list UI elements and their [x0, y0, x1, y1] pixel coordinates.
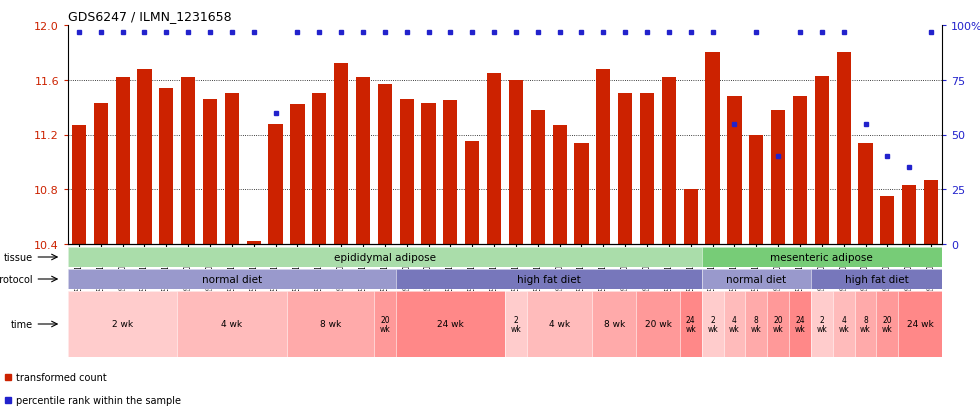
Text: time: time — [11, 319, 32, 329]
Text: 8
wk: 8 wk — [860, 315, 871, 333]
Bar — [903, 186, 916, 244]
Text: 2
wk: 2 wk — [708, 315, 718, 333]
Text: percentile rank within the sample: percentile rank within the sample — [16, 395, 181, 405]
Bar — [377, 85, 392, 244]
Text: normal diet: normal diet — [726, 274, 786, 284]
Bar — [509, 81, 523, 244]
Text: tissue: tissue — [4, 252, 32, 262]
Bar — [356, 78, 370, 244]
Text: 8 wk: 8 wk — [604, 320, 625, 329]
Bar — [290, 105, 305, 244]
Bar — [400, 100, 414, 244]
Text: 8
wk: 8 wk — [751, 315, 761, 333]
Bar — [94, 104, 108, 244]
Bar — [334, 64, 348, 244]
Text: epididymal adipose: epididymal adipose — [334, 252, 436, 262]
Bar — [880, 197, 895, 244]
Bar — [837, 53, 851, 244]
Bar — [596, 70, 611, 244]
Bar — [814, 76, 829, 244]
Text: 20
wk: 20 wk — [773, 315, 783, 333]
Text: GDS6247 / ILMN_1231658: GDS6247 / ILMN_1231658 — [68, 10, 231, 24]
Text: normal diet: normal diet — [202, 274, 262, 284]
Bar — [553, 126, 566, 244]
Bar — [203, 100, 218, 244]
Text: 2
wk: 2 wk — [511, 315, 521, 333]
Bar — [684, 190, 698, 244]
Text: 20
wk: 20 wk — [882, 315, 893, 333]
Bar — [313, 94, 326, 244]
Bar — [727, 97, 742, 244]
Bar — [618, 94, 632, 244]
Text: 2
wk: 2 wk — [816, 315, 827, 333]
Text: transformed count: transformed count — [16, 372, 107, 382]
Text: 24 wk: 24 wk — [437, 320, 464, 329]
Text: 4 wk: 4 wk — [549, 320, 570, 329]
Bar — [662, 78, 676, 244]
Bar — [793, 97, 808, 244]
Bar — [72, 126, 86, 244]
Text: protocol: protocol — [0, 274, 32, 284]
Bar — [640, 94, 654, 244]
Text: 24
wk: 24 wk — [795, 315, 806, 333]
Text: 4
wk: 4 wk — [729, 315, 740, 333]
Bar — [749, 135, 763, 244]
Text: 24
wk: 24 wk — [685, 315, 696, 333]
Bar — [269, 124, 282, 244]
Bar — [443, 101, 458, 244]
Bar — [574, 143, 589, 244]
Bar — [247, 242, 261, 244]
Bar — [487, 74, 501, 244]
Bar — [159, 89, 173, 244]
Text: 20 wk: 20 wk — [645, 320, 671, 329]
Bar — [421, 104, 436, 244]
Text: high fat diet: high fat diet — [516, 274, 580, 284]
Text: 24 wk: 24 wk — [906, 320, 934, 329]
Bar — [116, 78, 129, 244]
Text: mesenteric adipose: mesenteric adipose — [770, 252, 873, 262]
Text: 4 wk: 4 wk — [221, 320, 242, 329]
Bar — [466, 142, 479, 244]
Text: 8 wk: 8 wk — [319, 320, 341, 329]
Bar — [706, 53, 719, 244]
Bar — [924, 180, 938, 244]
Text: high fat diet: high fat diet — [845, 274, 908, 284]
Bar — [771, 111, 785, 244]
Bar — [858, 143, 872, 244]
Text: 20
wk: 20 wk — [379, 315, 390, 333]
Text: 2 wk: 2 wk — [112, 320, 133, 329]
Bar — [224, 94, 239, 244]
Bar — [531, 111, 545, 244]
Bar — [137, 70, 152, 244]
Text: 4
wk: 4 wk — [838, 315, 849, 333]
Bar — [181, 78, 195, 244]
